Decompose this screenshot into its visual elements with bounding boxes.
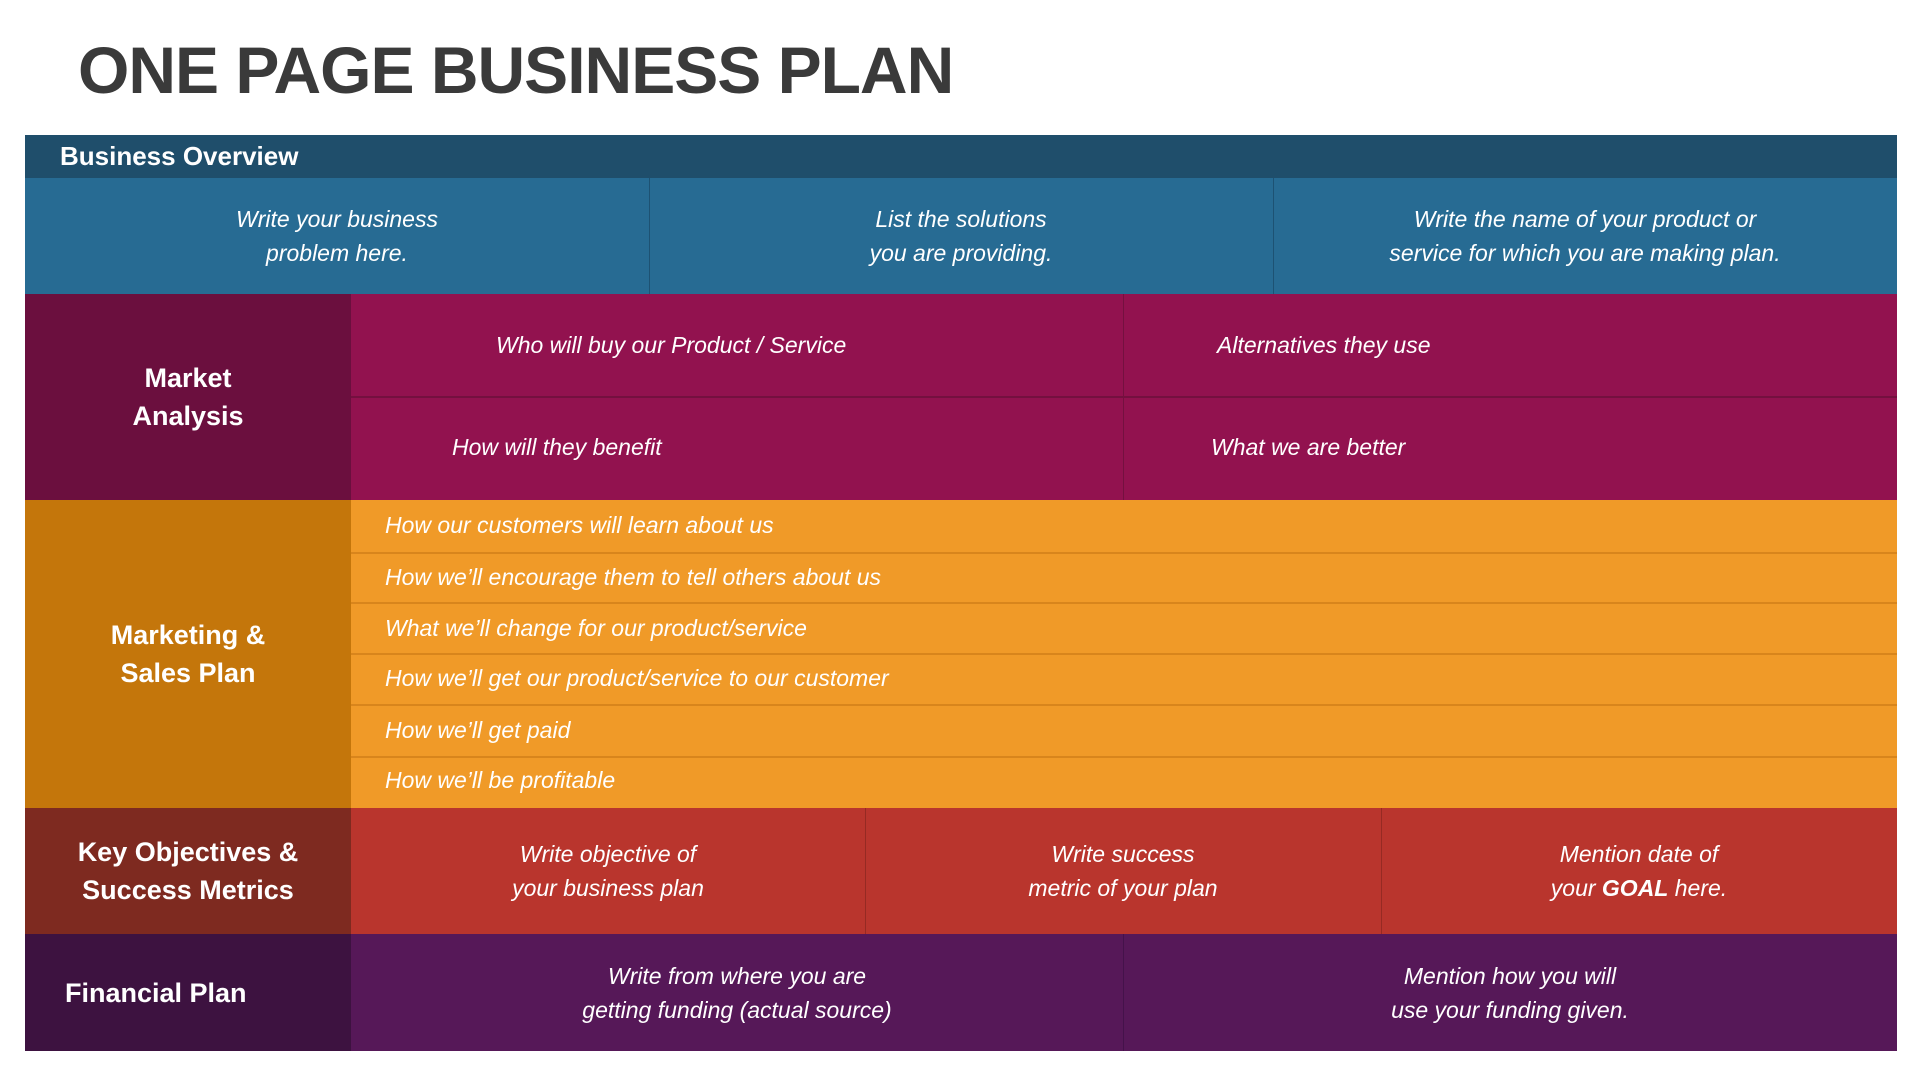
divider	[1381, 808, 1382, 934]
objective-cell[interactable]: Write objective of your business plan	[512, 841, 704, 901]
divider	[351, 756, 1897, 758]
divider	[351, 396, 1897, 398]
market-analysis-label: Market Analysis	[25, 294, 351, 500]
funding-source-cell[interactable]: Write from where you are getting funding …	[582, 962, 892, 1023]
divider	[351, 704, 1897, 706]
product-name-cell[interactable]: Write the name of your product or service…	[1389, 206, 1781, 266]
marketing-item[interactable]: How our customers will learn about us	[385, 512, 774, 538]
divider	[1123, 934, 1124, 1051]
financial-plan-body: Write from where you are getting funding …	[351, 934, 1897, 1051]
marketing-sales-body: How our customers will learn about us Ho…	[351, 500, 1897, 808]
benefit-cell[interactable]: How will they benefit	[452, 434, 662, 460]
goal-date-cell[interactable]: Mention date of your GOAL here.	[1550, 841, 1728, 901]
alternatives-cell[interactable]: Alternatives they use	[1217, 332, 1431, 358]
business-overview-row: Write your business problem here. List th…	[25, 178, 1897, 294]
business-overview-title: Business Overview	[60, 141, 299, 171]
who-will-buy-cell[interactable]: Who will buy our Product / Service	[496, 332, 847, 358]
divider	[649, 178, 650, 294]
page-title: ONE PAGE BUSINESS PLAN	[78, 33, 954, 107]
divider	[1273, 178, 1274, 294]
divider	[865, 808, 866, 934]
market-analysis-body: Who will buy our Product / Service Alter…	[351, 294, 1897, 500]
better-cell[interactable]: What we are better	[1211, 434, 1406, 460]
marketing-sales-label: Marketing & Sales Plan	[25, 500, 351, 808]
business-problem-cell[interactable]: Write your business problem here.	[236, 206, 438, 266]
success-metric-cell[interactable]: Write success metric of your plan	[1028, 841, 1218, 901]
marketing-item[interactable]: How we’ll get our product/service to our…	[385, 665, 889, 691]
financial-plan-label: Financial Plan	[25, 934, 351, 1051]
marketing-item[interactable]: How we’ll be profitable	[385, 767, 616, 793]
divider	[351, 552, 1897, 554]
marketing-item[interactable]: How we’ll encourage them to tell others …	[385, 564, 882, 590]
marketing-item[interactable]: How we’ll get paid	[385, 717, 571, 743]
divider	[351, 602, 1897, 604]
marketing-item[interactable]: What we’ll change for our product/servic…	[385, 615, 807, 641]
key-objectives-body: Write objective of your business plan Wri…	[351, 808, 1897, 934]
key-objectives-label: Key Objectives & Success Metrics	[25, 808, 351, 934]
solutions-cell[interactable]: List the solutions you are providing.	[869, 206, 1053, 266]
business-overview-header: Business Overview	[25, 135, 1897, 178]
funding-use-cell[interactable]: Mention how you will use your funding giv…	[1391, 962, 1629, 1023]
divider	[351, 653, 1897, 655]
